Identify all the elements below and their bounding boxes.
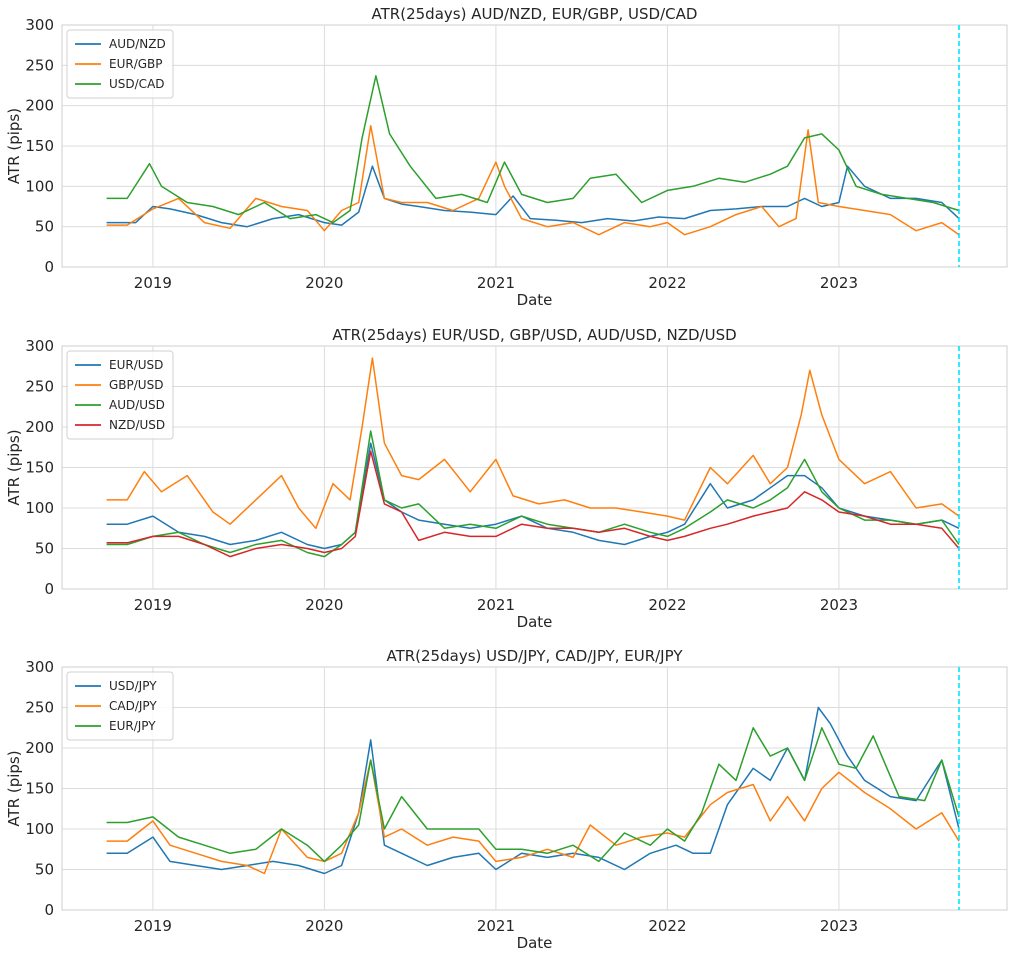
legend: AUD/NZD EUR/GBP USD/CAD <box>66 29 174 99</box>
y-tick-label: 150 <box>25 459 54 477</box>
legend-entry: AUD/USD <box>109 398 165 412</box>
x-tick-label: 2019 <box>134 274 172 292</box>
legend-box <box>66 350 174 440</box>
x-tick-label: 2020 <box>305 274 343 292</box>
chart-panel-3: 0 50 100 150 200 250 300 2019 2020 2021 2022 2023 AT… <box>5 647 1008 952</box>
y-tick-label: 50 <box>35 861 54 879</box>
chart-title: ATR(25days) USD/JPY, CAD/JPY, EUR/JPY <box>386 647 683 665</box>
x-axis-label: Date <box>517 291 553 309</box>
x-tick-label: 2021 <box>477 274 515 292</box>
legend: USD/JPY CAD/JPY EUR/JPY <box>66 671 174 741</box>
x-tick-label: 2023 <box>820 596 858 614</box>
series-line-aud-usd <box>106 430 960 558</box>
y-tick-label: 200 <box>25 739 54 757</box>
legend-entry: GBP/USD <box>109 378 163 392</box>
series-line-nzd-usd <box>106 450 960 558</box>
y-tick-label: 0 <box>44 258 54 276</box>
series-line-eur-jpy <box>106 727 960 863</box>
chart-title: ATR(25days) AUD/NZD, EUR/GBP, USD/CAD <box>372 5 698 23</box>
y-axis-label: ATR (pips) <box>5 429 23 505</box>
series-line-usd-jpy <box>106 706 960 875</box>
x-tick-label: 2021 <box>477 596 515 614</box>
y-tick-label: 0 <box>44 901 54 919</box>
y-tick-label: 100 <box>25 177 54 195</box>
legend-entry: EUR/GBP <box>109 57 163 71</box>
legend-entry: AUD/NZD <box>109 37 166 51</box>
y-tick-label: 250 <box>25 699 54 717</box>
y-tick-label: 150 <box>25 780 54 798</box>
chart-title: ATR(25days) EUR/USD, GBP/USD, AUD/USD, N… <box>332 326 736 344</box>
x-tick-label: 2019 <box>134 917 172 935</box>
legend-entry: NZD/USD <box>109 418 165 432</box>
y-tick-label: 300 <box>25 16 54 34</box>
y-tick-label: 200 <box>25 97 54 115</box>
series-line-eur-gbp <box>106 125 960 236</box>
x-axis-label: Date <box>517 934 553 952</box>
y-tick-label: 50 <box>35 218 54 236</box>
series-line-eur-usd <box>106 442 960 550</box>
y-tick-label: 100 <box>25 820 54 838</box>
x-tick-label: 2020 <box>305 596 343 614</box>
y-axis-label: ATR (pips) <box>5 750 23 826</box>
series-line-cad-jpy <box>106 759 960 875</box>
y-tick-label: 250 <box>25 378 54 396</box>
y-tick-label: 150 <box>25 137 54 155</box>
y-tick-label: 50 <box>35 540 54 558</box>
x-tick-label: 2023 <box>820 917 858 935</box>
series-line-gbp-usd <box>106 357 960 530</box>
y-tick-label: 200 <box>25 418 54 436</box>
y-tick-label: 250 <box>25 56 54 74</box>
legend-entry: EUR/USD <box>109 358 163 372</box>
chart-panel-1: 0 50 100 150 200 250 300 2019 2020 2021 2022 2023 AT… <box>5 5 1008 309</box>
legend-entry: USD/CAD <box>109 77 165 91</box>
x-tick-label: 2022 <box>648 274 686 292</box>
legend-entry: USD/JPY <box>109 679 157 693</box>
legend-entry: EUR/JPY <box>109 719 156 733</box>
x-tick-label: 2019 <box>134 596 172 614</box>
series-line-usd-cad <box>106 75 960 224</box>
x-tick-label: 2020 <box>305 917 343 935</box>
y-axis-label: ATR (pips) <box>5 108 23 184</box>
x-axis-label: Date <box>517 613 553 631</box>
legend-box <box>66 29 174 99</box>
chart-panel-2: 0 50 100 150 200 250 300 2019 2020 2021 2022 2023 AT… <box>5 326 1008 631</box>
y-tick-label: 300 <box>25 337 54 355</box>
legend: EUR/USD GBP/USD AUD/USD NZD/USD <box>66 350 174 440</box>
y-tick-label: 0 <box>44 580 54 598</box>
x-tick-label: 2021 <box>477 917 515 935</box>
legend-box <box>66 671 174 741</box>
x-tick-label: 2022 <box>648 917 686 935</box>
legend-entry: CAD/JPY <box>109 699 157 713</box>
y-tick-label: 300 <box>25 658 54 676</box>
x-tick-label: 2022 <box>648 596 686 614</box>
y-tick-label: 100 <box>25 499 54 517</box>
x-tick-label: 2023 <box>820 274 858 292</box>
